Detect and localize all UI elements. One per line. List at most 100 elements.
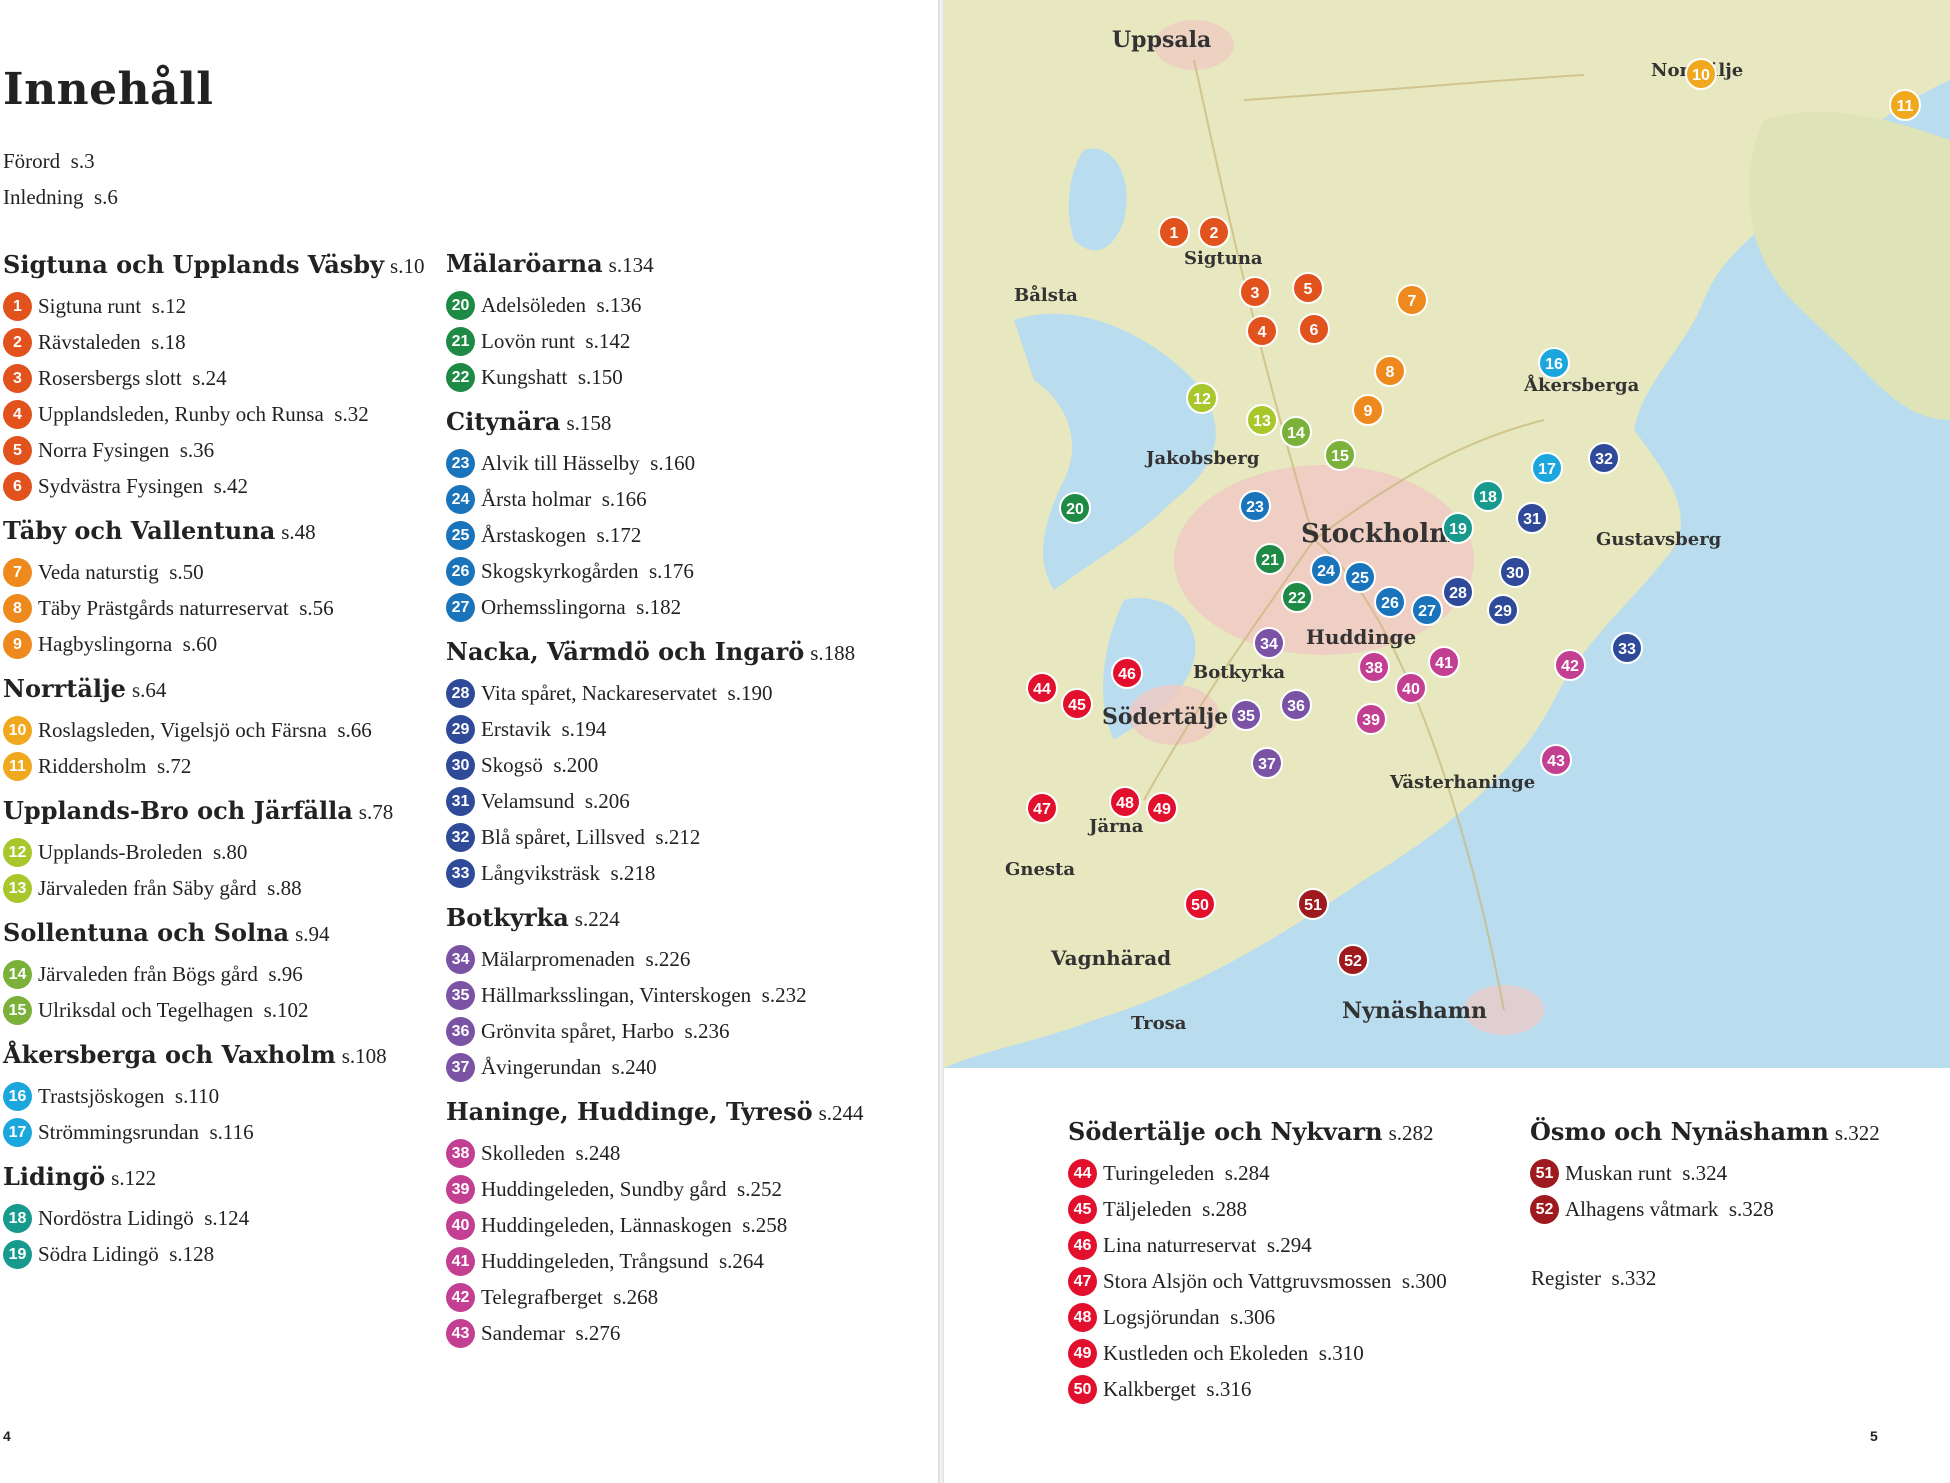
trail-item-23[interactable]: 23 Alvik till Hässelby s.160 — [446, 445, 916, 481]
trail-item-48[interactable]: 48 Logsjörundan s.306 — [1068, 1299, 1468, 1335]
map-marker-36[interactable]: 36 — [1280, 689, 1312, 721]
map-marker-47[interactable]: 47 — [1026, 792, 1058, 824]
map-marker-26[interactable]: 26 — [1374, 586, 1406, 618]
map-marker-48[interactable]: 48 — [1109, 786, 1141, 818]
map-marker-31[interactable]: 31 — [1516, 502, 1548, 534]
section-heading-nacka-varmdo-och-ingaro[interactable]: Nacka, Värmdö och Ingarö s.188 — [446, 629, 916, 675]
trail-item-12[interactable]: 12 Upplands-Broleden s.80 — [3, 834, 433, 870]
map-marker-50[interactable]: 50 — [1184, 888, 1216, 920]
trail-item-21[interactable]: 21 Lovön runt s.142 — [446, 323, 916, 359]
map-marker-52[interactable]: 52 — [1337, 944, 1369, 976]
map-marker-49[interactable]: 49 — [1146, 792, 1178, 824]
map-marker-11[interactable]: 11 — [1889, 89, 1921, 121]
map-marker-4[interactable]: 4 — [1246, 315, 1278, 347]
register-link[interactable]: Register s.332 — [1531, 1260, 1656, 1296]
trail-item-5[interactable]: 5 Norra Fysingen s.36 — [3, 432, 433, 468]
section-heading-sodertalje-och-nykvarn[interactable]: Södertälje och Nykvarn s.282 — [1068, 1109, 1468, 1155]
trail-item-7[interactable]: 7 Veda naturstig s.50 — [3, 554, 433, 590]
section-heading-norrtalje[interactable]: Norrtälje s.64 — [3, 666, 433, 712]
section-heading-malaroarna[interactable]: Mälaröarna s.134 — [446, 241, 916, 287]
map-marker-13[interactable]: 13 — [1246, 404, 1278, 436]
map-marker-8[interactable]: 8 — [1374, 355, 1406, 387]
map-marker-23[interactable]: 23 — [1239, 490, 1271, 522]
trail-item-43[interactable]: 43 Sandemar s.276 — [446, 1315, 916, 1351]
map-marker-15[interactable]: 15 — [1324, 439, 1356, 471]
map-marker-37[interactable]: 37 — [1251, 747, 1283, 779]
map-marker-21[interactable]: 21 — [1254, 543, 1286, 575]
trail-item-10[interactable]: 10 Roslagsleden, Vigelsjö och Färsna s.66 — [3, 712, 433, 748]
map-marker-12[interactable]: 12 — [1186, 382, 1218, 414]
trail-item-9[interactable]: 9 Hagbyslingorna s.60 — [3, 626, 433, 662]
trail-item-32[interactable]: 32 Blå spåret, Lillsved s.212 — [446, 819, 916, 855]
section-heading-citynara[interactable]: Citynära s.158 — [446, 399, 916, 445]
map-marker-2[interactable]: 2 — [1198, 216, 1230, 248]
map-marker-30[interactable]: 30 — [1499, 556, 1531, 588]
section-heading-upplands-bro-och-jarfalla[interactable]: Upplands-Bro och Järfälla s.78 — [3, 788, 433, 834]
trail-item-41[interactable]: 41 Huddingeleden, Trångsund s.264 — [446, 1243, 916, 1279]
map-marker-1[interactable]: 1 — [1158, 216, 1190, 248]
map-marker-20[interactable]: 20 — [1059, 492, 1091, 524]
trail-item-1[interactable]: 1 Sigtuna runt s.12 — [3, 288, 433, 324]
map-marker-42[interactable]: 42 — [1554, 649, 1586, 681]
section-heading-akersberga-och-vaxholm[interactable]: Åkersberga och Vaxholm s.108 — [3, 1032, 433, 1078]
trail-item-16[interactable]: 16 Trastsjöskogen s.110 — [3, 1078, 433, 1114]
section-heading-botkyrka[interactable]: Botkyrka s.224 — [446, 895, 916, 941]
trail-item-38[interactable]: 38 Skolleden s.248 — [446, 1135, 916, 1171]
map-marker-5[interactable]: 5 — [1292, 272, 1324, 304]
map-marker-10[interactable]: 10 — [1685, 58, 1717, 90]
section-heading-taby-och-vallentuna[interactable]: Täby och Vallentuna s.48 — [3, 508, 433, 554]
trail-item-14[interactable]: 14 Järvaleden från Bögs gård s.96 — [3, 956, 433, 992]
trail-item-46[interactable]: 46 Lina naturreservat s.294 — [1068, 1227, 1468, 1263]
trail-item-17[interactable]: 17 Strömmingsrundan s.116 — [3, 1114, 433, 1150]
intro-foreword[interactable]: Förord s.3 — [3, 143, 118, 179]
map-marker-25[interactable]: 25 — [1344, 561, 1376, 593]
trail-item-29[interactable]: 29 Erstavik s.194 — [446, 711, 916, 747]
trail-item-31[interactable]: 31 Velamsund s.206 — [446, 783, 916, 819]
map-marker-17[interactable]: 17 — [1531, 452, 1563, 484]
trail-item-49[interactable]: 49 Kustleden och Ekoleden s.310 — [1068, 1335, 1468, 1371]
trail-item-19[interactable]: 19 Södra Lidingö s.128 — [3, 1236, 433, 1272]
trail-item-36[interactable]: 36 Grönvita spåret, Harbo s.236 — [446, 1013, 916, 1049]
trail-item-42[interactable]: 42 Telegrafberget s.268 — [446, 1279, 916, 1315]
trail-item-27[interactable]: 27 Orhemsslingorna s.182 — [446, 589, 916, 625]
section-heading-sollentuna-och-solna[interactable]: Sollentuna och Solna s.94 — [3, 910, 433, 956]
trail-item-28[interactable]: 28 Vita spåret, Nackareservatet s.190 — [446, 675, 916, 711]
trail-item-13[interactable]: 13 Järvaleden från Säby gård s.88 — [3, 870, 433, 906]
trail-item-3[interactable]: 3 Rosersbergs slott s.24 — [3, 360, 433, 396]
map-marker-39[interactable]: 39 — [1355, 703, 1387, 735]
trail-item-51[interactable]: 51 Muskan runt s.324 — [1530, 1155, 1930, 1191]
map-marker-16[interactable]: 16 — [1538, 347, 1570, 379]
map-marker-29[interactable]: 29 — [1487, 594, 1519, 626]
map-marker-18[interactable]: 18 — [1472, 480, 1504, 512]
trail-item-33[interactable]: 33 Långviksträsk s.218 — [446, 855, 916, 891]
map-marker-41[interactable]: 41 — [1428, 646, 1460, 678]
trail-item-26[interactable]: 26 Skogskyrkogården s.176 — [446, 553, 916, 589]
section-heading-osmo-och-nynashamn[interactable]: Ösmo och Nynäshamn s.322 — [1530, 1109, 1930, 1155]
map-marker-34[interactable]: 34 — [1253, 627, 1285, 659]
map-marker-44[interactable]: 44 — [1026, 672, 1058, 704]
trail-item-45[interactable]: 45 Täljeleden s.288 — [1068, 1191, 1468, 1227]
map-marker-35[interactable]: 35 — [1230, 699, 1262, 731]
trail-item-47[interactable]: 47 Stora Alsjön och Vattgruvsmossen s.300 — [1068, 1263, 1468, 1299]
map-marker-33[interactable]: 33 — [1611, 632, 1643, 664]
trail-item-44[interactable]: 44 Turingeleden s.284 — [1068, 1155, 1468, 1191]
trail-item-52[interactable]: 52 Alhagens våtmark s.328 — [1530, 1191, 1930, 1227]
map-marker-19[interactable]: 19 — [1442, 512, 1474, 544]
trail-item-20[interactable]: 20 Adelsöleden s.136 — [446, 287, 916, 323]
trail-item-24[interactable]: 24 Årsta holmar s.166 — [446, 481, 916, 517]
map-marker-27[interactable]: 27 — [1411, 594, 1443, 626]
trail-item-8[interactable]: 8 Täby Prästgårds naturreservat s.56 — [3, 590, 433, 626]
section-heading-haninge-huddinge-tyreso[interactable]: Haninge, Huddinge, Tyresö s.244 — [446, 1089, 916, 1135]
map-marker-46[interactable]: 46 — [1111, 657, 1143, 689]
map-marker-24[interactable]: 24 — [1310, 554, 1342, 586]
map-marker-22[interactable]: 22 — [1281, 581, 1313, 613]
trail-item-35[interactable]: 35 Hällmarksslingan, Vinterskogen s.232 — [446, 977, 916, 1013]
map-marker-43[interactable]: 43 — [1540, 744, 1572, 776]
map-marker-9[interactable]: 9 — [1352, 394, 1384, 426]
section-heading-lidingo[interactable]: Lidingö s.122 — [3, 1154, 433, 1200]
map-marker-40[interactable]: 40 — [1395, 672, 1427, 704]
trail-item-18[interactable]: 18 Nordöstra Lidingö s.124 — [3, 1200, 433, 1236]
trail-item-40[interactable]: 40 Huddingeleden, Lännaskogen s.258 — [446, 1207, 916, 1243]
trail-item-2[interactable]: 2 Rävstaleden s.18 — [3, 324, 433, 360]
trail-item-25[interactable]: 25 Årstaskogen s.172 — [446, 517, 916, 553]
